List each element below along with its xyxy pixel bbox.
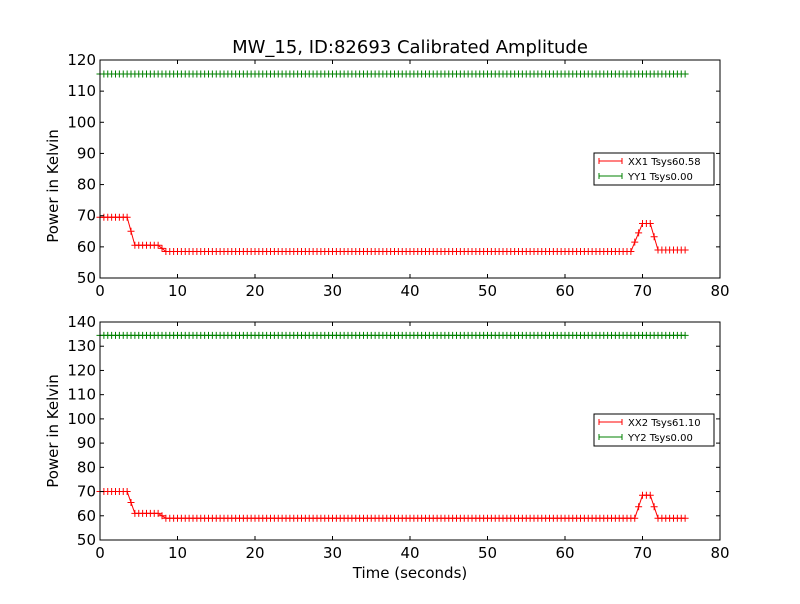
chart-title: MW_15, ID:82693 Calibrated Amplitude xyxy=(232,37,588,58)
y-tick-label: 50 xyxy=(77,531,96,549)
y-tick-label: 110 xyxy=(67,386,96,404)
data-point xyxy=(154,509,162,517)
data-point xyxy=(154,241,162,249)
y-tick-label: 110 xyxy=(67,82,96,100)
data-point xyxy=(681,331,689,339)
legend-label: YY1 Tsys0.00 xyxy=(627,172,693,183)
x-tick-label: 20 xyxy=(245,282,264,300)
x-tick-label: 80 xyxy=(710,544,729,562)
data-point xyxy=(635,503,643,511)
x-tick-label: 30 xyxy=(323,544,342,562)
data-point xyxy=(127,227,135,235)
y-tick-label: 60 xyxy=(77,238,96,256)
x-tick-label: 50 xyxy=(478,544,497,562)
legend-label: XX1 Tsys60.58 xyxy=(628,157,701,168)
x-tick-label: 80 xyxy=(710,282,729,300)
data-point xyxy=(681,514,689,522)
top-panel: 0 10 20 30 40 50 60 70 80 50 60 70 80 90 100 110 120 XX1 … xyxy=(67,51,729,300)
x-tick-label: 10 xyxy=(168,282,187,300)
xlabel-bottom: Time (seconds) xyxy=(352,564,468,582)
series-line xyxy=(100,216,686,253)
data-point xyxy=(158,244,166,252)
data-point xyxy=(650,503,658,511)
data-point xyxy=(646,220,654,227)
bottom-panel: 0 10 20 30 40 50 60 70 80 50 60 70 80 90 100 110 120 130 1… xyxy=(67,313,729,562)
legend-marker xyxy=(598,173,623,179)
series-line xyxy=(100,491,686,519)
data-point xyxy=(646,491,654,499)
y-tick-label: 70 xyxy=(77,207,96,225)
x-tick-label: 50 xyxy=(478,282,497,300)
y-tick-label: 120 xyxy=(67,361,96,379)
series-1 xyxy=(96,213,689,256)
y-tick-label: 90 xyxy=(77,434,96,452)
legend-label: YY2 Tsys0.00 xyxy=(627,433,693,444)
data-point xyxy=(681,70,689,78)
data-point xyxy=(123,488,131,496)
legend-label: XX2 Tsys61.10 xyxy=(628,418,701,429)
y-tick-label: 90 xyxy=(77,144,96,162)
x-tick-label: 70 xyxy=(633,544,652,562)
y-tick-label: 140 xyxy=(67,313,96,331)
data-point xyxy=(123,213,131,221)
y-tick-label: 130 xyxy=(67,337,96,355)
x-tick-label: 0 xyxy=(95,544,105,562)
y-tick-label: 70 xyxy=(77,483,96,501)
y-tick-label: 120 xyxy=(67,51,96,69)
y-tick-label: 60 xyxy=(77,507,96,525)
y-tick-label: 100 xyxy=(67,113,96,131)
x-tick-label: 20 xyxy=(245,544,264,562)
series-2 xyxy=(96,331,689,339)
data-point xyxy=(631,514,639,522)
data-point xyxy=(631,238,639,246)
data-point xyxy=(635,229,643,237)
legend-marker xyxy=(598,419,623,425)
data-point xyxy=(650,233,658,241)
x-tick-label: 30 xyxy=(323,282,342,300)
series-2 xyxy=(96,70,689,78)
series-1 xyxy=(96,488,689,522)
x-tick-label: 40 xyxy=(400,544,419,562)
legend-box xyxy=(593,152,715,186)
data-point xyxy=(127,498,135,506)
legend: XX2 Tsys61.10 YY2 Tsys0.00 xyxy=(593,413,715,447)
y-tick-label: 80 xyxy=(77,176,96,194)
legend: XX1 Tsys60.58 YY1 Tsys0.00 xyxy=(593,152,715,186)
legend-marker xyxy=(598,434,623,440)
y-tick-label: 100 xyxy=(67,410,96,428)
x-tick-label: 70 xyxy=(633,282,652,300)
legend-marker xyxy=(598,158,623,164)
data-point xyxy=(681,246,689,254)
x-tick-label: 60 xyxy=(555,282,574,300)
ylabel-top: Power in Kelvin xyxy=(44,129,62,243)
y-tick-label: 50 xyxy=(77,269,96,287)
data-point xyxy=(627,248,635,256)
ylabel-bottom: Power in Kelvin xyxy=(44,374,62,488)
y-tick-label: 80 xyxy=(77,458,96,476)
x-tick-label: 10 xyxy=(168,544,187,562)
legend-box xyxy=(593,413,715,447)
x-tick-label: 0 xyxy=(95,282,105,300)
data-point xyxy=(158,512,166,520)
x-tick-label: 60 xyxy=(555,544,574,562)
x-tick-label: 40 xyxy=(400,282,419,300)
